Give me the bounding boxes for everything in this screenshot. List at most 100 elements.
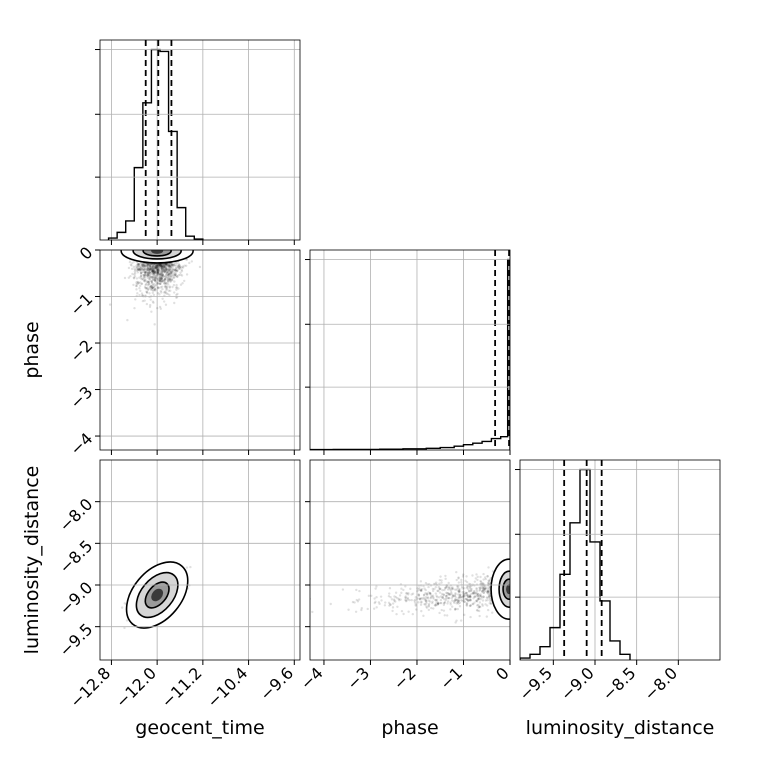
scatter-point bbox=[478, 605, 481, 609]
scatter-point bbox=[486, 591, 490, 594]
scatter-point bbox=[150, 265, 154, 269]
scatter-point bbox=[157, 266, 161, 269]
scatter-point bbox=[510, 574, 512, 576]
scatter-point bbox=[134, 298, 137, 301]
scatter-point bbox=[154, 274, 158, 278]
scatter-point bbox=[175, 264, 178, 267]
scatter-point bbox=[521, 580, 523, 582]
scatter-point bbox=[514, 573, 516, 575]
scatter-point bbox=[130, 267, 134, 271]
scatter-point bbox=[471, 592, 475, 595]
scatter-point bbox=[430, 606, 433, 610]
scatter-point bbox=[531, 582, 533, 584]
scatter-point bbox=[153, 287, 157, 291]
scatter-point bbox=[426, 596, 430, 599]
scatter-point bbox=[420, 587, 424, 591]
scatter-point bbox=[137, 264, 141, 267]
scatter-point bbox=[488, 595, 491, 598]
scatter-point bbox=[158, 272, 161, 275]
scatter-point bbox=[170, 278, 174, 282]
scatter-point bbox=[156, 269, 160, 272]
scatter-point bbox=[166, 273, 170, 277]
scatter-point bbox=[491, 611, 494, 614]
scatter-point bbox=[174, 275, 177, 278]
scatter-point bbox=[142, 263, 145, 266]
scatter-point bbox=[146, 266, 150, 270]
scatter-point bbox=[482, 585, 485, 588]
scatter-point bbox=[160, 264, 163, 268]
panel-frame bbox=[309, 249, 511, 451]
scatter-point bbox=[375, 606, 378, 609]
scatter-point bbox=[517, 590, 519, 592]
scatter-point bbox=[514, 593, 516, 595]
scatter-point bbox=[410, 598, 413, 602]
scatter-point bbox=[479, 580, 483, 584]
scatter-point bbox=[530, 565, 532, 567]
scatter-point bbox=[148, 285, 152, 289]
scatter-point bbox=[176, 275, 179, 278]
scatter-point bbox=[486, 590, 490, 593]
scatter-point bbox=[146, 272, 150, 275]
scatter-point bbox=[147, 272, 150, 275]
scatter-point bbox=[511, 580, 513, 582]
scatter-point bbox=[164, 275, 167, 278]
scatter-point bbox=[525, 586, 527, 588]
scatter-point bbox=[523, 581, 525, 583]
scatter-point bbox=[148, 267, 152, 271]
scatter-point bbox=[534, 575, 536, 577]
scatter-point bbox=[149, 264, 152, 267]
scatter-point bbox=[145, 290, 149, 294]
scatter-point bbox=[166, 264, 169, 267]
scatter-point bbox=[524, 594, 526, 596]
scatter-point bbox=[446, 602, 449, 605]
scatter-point bbox=[156, 270, 160, 274]
scatter-point bbox=[463, 587, 466, 590]
scatter-point bbox=[436, 602, 440, 605]
x-tick-label: −12.8 bbox=[66, 663, 114, 711]
scatter-point bbox=[422, 593, 426, 597]
scatter-point bbox=[393, 595, 396, 598]
scatter-point bbox=[439, 598, 443, 602]
scatter-point bbox=[424, 592, 427, 595]
scatter-point bbox=[475, 587, 478, 590]
scatter-point bbox=[156, 265, 159, 268]
scatter-point bbox=[523, 573, 525, 575]
scatter-point bbox=[417, 601, 420, 604]
scatter-point bbox=[177, 264, 180, 268]
scatter-point bbox=[431, 600, 434, 603]
scatter-point bbox=[174, 268, 177, 271]
scatter-point bbox=[465, 597, 468, 601]
scatter-point bbox=[173, 291, 176, 294]
scatter-point bbox=[534, 586, 536, 588]
scatter-point bbox=[436, 603, 439, 607]
scatter-point bbox=[165, 263, 168, 266]
scatter-point bbox=[520, 580, 522, 582]
scatter-point bbox=[147, 270, 150, 273]
scatter-point bbox=[479, 595, 483, 598]
scatter-point bbox=[488, 586, 491, 589]
scatter-point bbox=[159, 266, 163, 270]
scatter-point bbox=[155, 281, 158, 284]
scatter-point bbox=[150, 310, 153, 313]
scatter-point bbox=[528, 567, 530, 569]
scatter-point bbox=[406, 596, 409, 600]
scatter-point bbox=[146, 273, 149, 277]
scatter-point bbox=[419, 589, 422, 592]
scatter-point bbox=[530, 571, 532, 573]
scatter-point bbox=[149, 265, 152, 269]
scatter-point bbox=[526, 590, 528, 592]
scatter-point bbox=[524, 572, 526, 574]
scatter-point bbox=[529, 567, 531, 569]
scatter-point bbox=[164, 291, 167, 294]
scatter-point bbox=[422, 596, 426, 599]
scatter-point bbox=[144, 275, 147, 278]
scatter-point bbox=[455, 578, 458, 582]
scatter-point bbox=[167, 272, 171, 276]
scatter-point bbox=[516, 588, 518, 590]
scatter-point bbox=[475, 590, 479, 593]
scatter-point bbox=[512, 581, 514, 583]
scatter-point bbox=[175, 293, 178, 297]
scatter-point bbox=[513, 586, 515, 588]
scatter-point bbox=[404, 596, 407, 599]
scatter-point bbox=[486, 589, 490, 592]
